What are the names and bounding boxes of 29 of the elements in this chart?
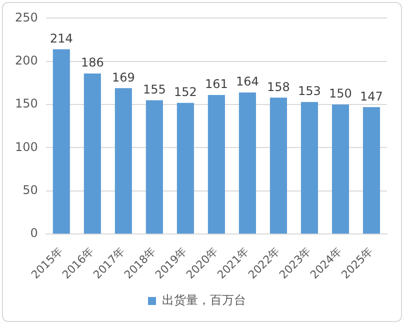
data-label: 161	[205, 77, 228, 92]
data-label: 214	[50, 31, 73, 46]
bar	[84, 73, 101, 234]
bar	[332, 104, 350, 234]
data-label: 164	[236, 74, 259, 89]
data-label: 147	[360, 89, 383, 104]
bar	[362, 107, 380, 234]
y-tick-label: 0	[30, 226, 38, 240]
data-label: 158	[267, 80, 290, 94]
y-tick-label: 100	[15, 140, 38, 154]
bar	[52, 49, 70, 234]
legend-label: 出货量，百万台	[162, 293, 246, 308]
bar	[114, 88, 132, 234]
bar	[146, 100, 163, 234]
bar	[238, 92, 256, 234]
data-label: 150	[329, 86, 352, 101]
y-tick-label: 200	[15, 54, 38, 68]
y-tick-label: 50	[22, 183, 38, 198]
data-label: 152	[174, 84, 197, 99]
data-label: 186	[80, 56, 104, 70]
y-tick-label: 150	[15, 96, 38, 111]
bar	[270, 98, 287, 234]
bar	[208, 95, 225, 234]
bar	[300, 102, 318, 234]
data-label: 155	[142, 82, 166, 96]
data-label: 169	[112, 70, 135, 84]
y-tick-label: 250	[15, 10, 38, 24]
bar	[176, 102, 194, 234]
data-label: 153	[298, 84, 321, 98]
